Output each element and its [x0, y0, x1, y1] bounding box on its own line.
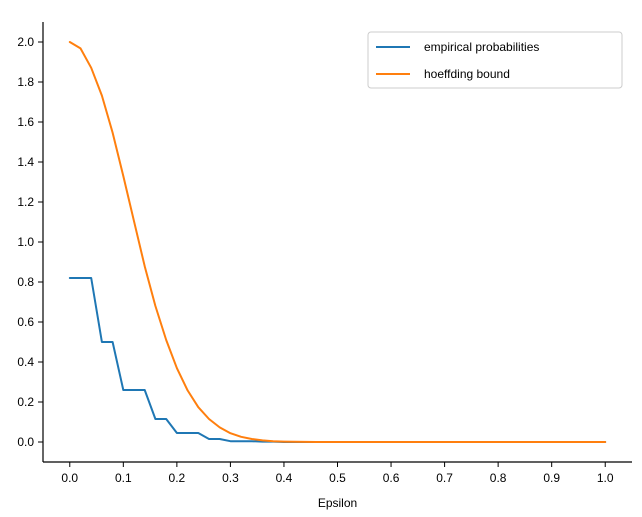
- x-tick-label: 0.5: [329, 471, 346, 485]
- y-tick-label: 1.6: [17, 115, 34, 129]
- y-tick-label: 0.8: [17, 275, 34, 289]
- y-tick-label: 2.0: [17, 35, 34, 49]
- x-tick-label: 0.9: [543, 471, 560, 485]
- series-lines: [68, 41, 607, 443]
- legend: empirical probabilities hoeffding bound: [367, 31, 623, 89]
- x-tick-label: 0.7: [436, 471, 453, 485]
- x-tick-label: 1.0: [597, 471, 614, 485]
- y-tick-label: 1.2: [17, 195, 34, 209]
- x-tick-label: 0.8: [490, 471, 507, 485]
- x-tick-label: 0.4: [276, 471, 293, 485]
- legend-label-hoeffding-bound: hoeffding bound: [424, 67, 510, 81]
- x-axis-label: Epsilon: [318, 496, 357, 510]
- y-tick-label: 1.8: [17, 75, 34, 89]
- x-tick-label: 0.1: [115, 471, 132, 485]
- y-tick-label: 0.0: [17, 435, 34, 449]
- y-tick-label: 1.4: [17, 155, 34, 169]
- y-tick-label: 0.2: [17, 395, 34, 409]
- legend-label-empirical-probabilities: empirical probabilities: [424, 40, 539, 54]
- series-line-hoeffding-bound: [68, 41, 607, 443]
- y-tick-label: 1.0: [17, 235, 34, 249]
- y-tick-label: 0.6: [17, 315, 34, 329]
- x-tick-label: 0.6: [383, 471, 400, 485]
- x-tick-label: 0.3: [222, 471, 239, 485]
- x-tick-label: 0.2: [169, 471, 186, 485]
- series-line-empirical-probabilities: [68, 277, 607, 443]
- axes: 0.0 0.1 0.2 0.3 0.4 0.5 0.6 0.7 0.8 0.9 1.0 0.0 0.2 0…: [17, 22, 632, 485]
- x-tick-label: 0.0: [61, 471, 78, 485]
- legend-box: [367, 31, 623, 89]
- y-tick-label: 0.4: [17, 355, 34, 369]
